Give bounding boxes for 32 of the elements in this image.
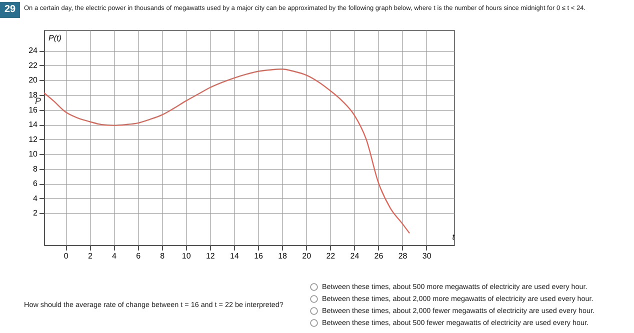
x-tick-label: 20 <box>302 252 312 260</box>
x-tick-label: 8 <box>160 252 166 260</box>
x-tick-label: 22 <box>326 252 336 260</box>
y-tick-label: 4 <box>33 194 38 203</box>
y-tick-label: 16 <box>28 105 38 114</box>
x-tick-label: 18 <box>278 252 288 260</box>
x-tick-label: 10 <box>182 252 192 260</box>
y-axis-title: P(t) <box>48 34 62 42</box>
x-tick-label: 2 <box>88 252 93 260</box>
series-label: P <box>34 96 41 106</box>
x-tick-label: 4 <box>112 252 118 260</box>
x-tick-label: 6 <box>136 252 142 260</box>
x-tick-label: 28 <box>398 252 408 260</box>
y-tick-label: 14 <box>28 120 38 130</box>
y-tick-label: 20 <box>28 76 38 85</box>
line-series <box>44 68 410 234</box>
x-tick-label: 30 <box>422 252 432 260</box>
y-tick-label: 6 <box>33 179 38 188</box>
y-tick-label: 8 <box>33 164 38 174</box>
y-tick-label: 22 <box>28 60 38 70</box>
text: 29 <box>0 2 20 18</box>
x-tick-label: 14 <box>230 252 240 260</box>
x-tick-label: 24 <box>350 252 360 260</box>
x-tick-label: 26 <box>374 252 384 260</box>
y-tick-label: 10 <box>28 150 38 159</box>
y-tick-label: 2 <box>33 208 38 218</box>
x-tick-label: 16 <box>254 252 264 260</box>
y-tick-label: 24 <box>28 46 38 56</box>
x-axis-title: t <box>452 232 456 242</box>
x-tick-label: 12 <box>206 252 216 260</box>
y-tick-label: 12 <box>28 134 38 144</box>
x-tick-label: 0 <box>64 252 69 260</box>
